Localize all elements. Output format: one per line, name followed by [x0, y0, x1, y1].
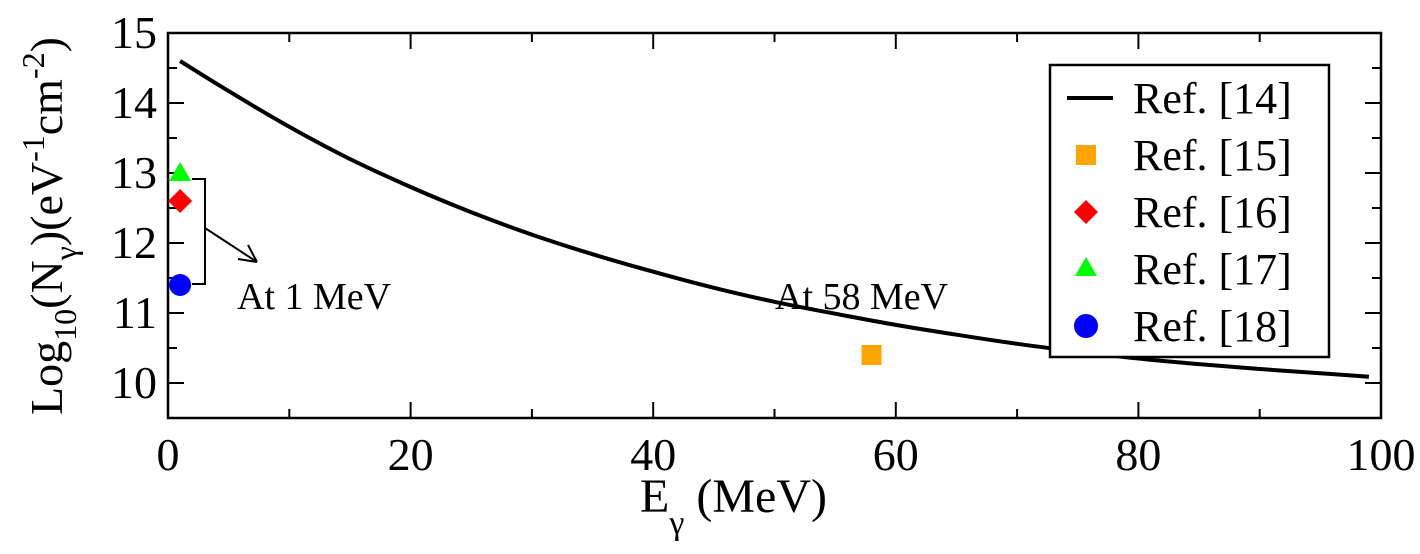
y-tick-label: 13 [111, 147, 157, 198]
legend-label-ref-15: Ref. [15] [1133, 131, 1292, 180]
x-tick-label: 80 [1115, 429, 1161, 480]
marker-ref-15 [861, 345, 882, 365]
marker-ref-17 [169, 162, 192, 181]
x-axis-label: Eγ (MeV) [640, 470, 827, 542]
x-tick-label: 100 [1347, 429, 1416, 480]
y-axis-ticks: 10 11 12 13 14 15 [111, 7, 1381, 419]
y-axis-label-sub-2: γ [47, 246, 83, 261]
y-axis-label-sub-1: 10 [47, 309, 83, 341]
x-axis-ticks: 0 20 40 60 80 100 [157, 33, 1416, 480]
bracket-annotation [192, 178, 258, 285]
y-tick-label: 11 [113, 287, 157, 338]
x-tick-label: 20 [388, 429, 434, 480]
legend-swatch-ref-18 [1074, 314, 1098, 338]
y-tick-label: 10 [111, 357, 157, 408]
y-axis-label: Log10(Nγ)(eV-1cm-2) [15, 37, 83, 415]
y-tick-label: 14 [111, 77, 157, 128]
x-tick-label: 0 [157, 429, 180, 480]
series-line-ref-14 [179, 59, 1370, 379]
y-axis-label-part-2: (N [21, 260, 72, 309]
x-tick-label: 40 [630, 429, 676, 480]
legend-label-ref-16: Ref. [16] [1133, 188, 1292, 237]
legend-swatch-ref-16 [1074, 200, 1098, 224]
marker-ref-18 [169, 274, 192, 296]
series-markers [168, 162, 882, 365]
legend-label-ref-14: Ref. [14] [1133, 74, 1292, 123]
y-axis-label-part-5: ) [21, 37, 72, 52]
y-axis-label-sup-2: -2 [15, 52, 51, 79]
y-tick-label: 12 [111, 217, 157, 268]
y-axis-label-part-1: Log [21, 341, 72, 415]
y-axis-label-sup-1: -1 [15, 135, 51, 162]
annotation-at-58-mev: At 58 MeV [775, 276, 949, 318]
legend-swatch-ref-17 [1075, 257, 1097, 276]
legend-swatch-ref-15 [1076, 145, 1096, 165]
x-axis-label-unit: (MeV) [684, 470, 827, 523]
marker-ref-16 [168, 189, 193, 213]
y-tick-label: 15 [111, 7, 157, 58]
y-axis-label-part-3: )(eV [21, 162, 72, 246]
legend-label-ref-17: Ref. [17] [1133, 245, 1292, 294]
legend-label-ref-18: Ref. [18] [1133, 302, 1292, 351]
legend: Ref. [14] Ref. [15] Ref. [16] Ref. [17] … [1048, 63, 1331, 359]
y-axis-label-part-4: cm [21, 79, 72, 135]
x-axis-label-main: E [640, 470, 669, 523]
annotation-at-1-mev: At 1 MeV [237, 276, 392, 318]
x-axis-label-sub: γ [668, 505, 684, 542]
x-tick-label: 60 [873, 429, 919, 480]
